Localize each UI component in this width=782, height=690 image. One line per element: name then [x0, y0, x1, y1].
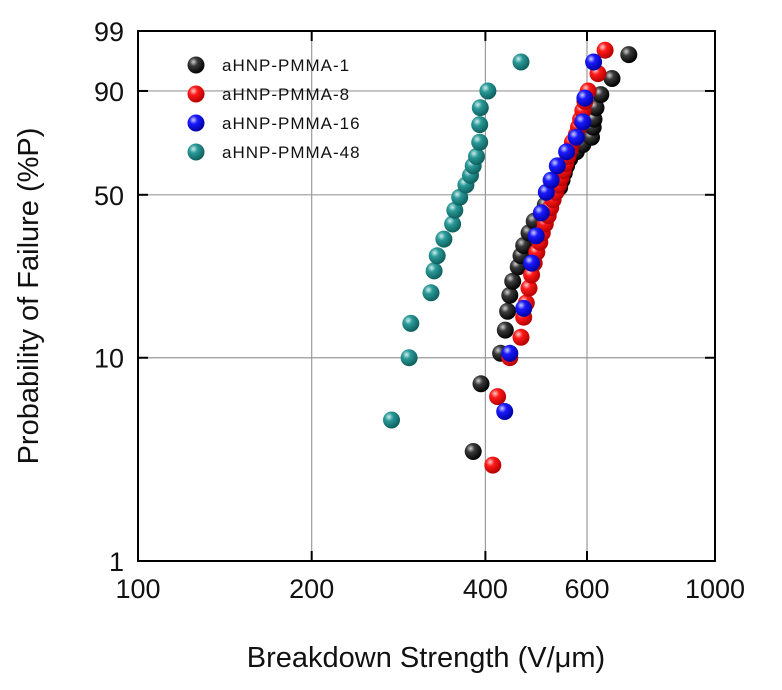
data-point [501, 344, 519, 362]
data-point [471, 99, 489, 117]
series-4-points [383, 53, 530, 429]
y-tick-label: 50 [94, 181, 124, 211]
y-tick-label: 1 [109, 547, 124, 577]
data-point [504, 272, 522, 290]
data-point [512, 328, 530, 346]
data-point [468, 148, 485, 165]
tick-marks [137, 30, 716, 562]
legend-label: aHNP-PMMA-8 [222, 85, 350, 104]
data-points [383, 41, 638, 474]
x-tick-label: 200 [289, 574, 334, 604]
data-point [523, 254, 541, 272]
legend: aHNP-PMMA-1 aHNP-PMMA-8 aHNP-PMMA-16 aHNP-P… [187, 56, 361, 162]
y-tick-label: 99 [94, 17, 124, 47]
data-point [527, 227, 545, 245]
legend-label: aHNP-PMMA-48 [222, 143, 361, 162]
legend-label: aHNP-PMMA-16 [222, 114, 361, 133]
data-point [479, 82, 497, 100]
data-point [496, 321, 514, 339]
data-point [501, 286, 519, 304]
y-tick-label: 10 [94, 344, 124, 374]
data-point [400, 349, 418, 367]
data-point [548, 157, 566, 175]
data-point [499, 302, 517, 320]
data-point [489, 388, 507, 406]
legend-label: aHNP-PMMA-1 [222, 56, 350, 75]
data-point [484, 456, 502, 474]
y-tick-label: 90 [94, 77, 124, 107]
data-point [574, 113, 592, 131]
y-tick-labels: 1 10 50 90 99 [94, 17, 124, 577]
data-point [585, 53, 603, 71]
x-tick-labels: 100 200 400 600 1000 [115, 574, 745, 604]
data-point [596, 41, 614, 59]
y-axis-title: Probability of Failure (%P) [13, 128, 45, 465]
legend-marker [187, 143, 205, 161]
data-point [435, 230, 453, 248]
data-point [603, 70, 621, 87]
data-point [471, 116, 489, 134]
data-point [444, 215, 462, 233]
data-point [446, 201, 464, 219]
x-axis-title: Breakdown Strength (V/μm) [247, 642, 605, 674]
series-3-points [496, 53, 603, 420]
data-point [520, 279, 538, 297]
data-point [496, 403, 514, 420]
x-tick-label: 400 [463, 574, 508, 604]
data-point [464, 443, 482, 460]
data-point [576, 89, 594, 107]
data-point [472, 375, 490, 393]
data-point [383, 411, 400, 429]
data-point [542, 171, 560, 189]
data-point [425, 262, 443, 280]
data-point [515, 299, 533, 317]
data-point [422, 284, 440, 302]
data-point [428, 247, 446, 265]
x-tick-label: 1000 [685, 574, 745, 604]
data-point [512, 53, 530, 71]
data-point [567, 128, 585, 146]
legend-marker [187, 56, 205, 74]
legend-marker [187, 114, 205, 132]
data-point [402, 314, 420, 332]
data-point [471, 133, 489, 151]
data-point [558, 143, 576, 161]
plot-frame [137, 30, 716, 562]
data-point [532, 204, 550, 222]
legend-marker [187, 85, 205, 103]
x-tick-label: 100 [115, 574, 160, 604]
data-point [620, 46, 638, 64]
x-tick-label: 600 [564, 574, 609, 604]
